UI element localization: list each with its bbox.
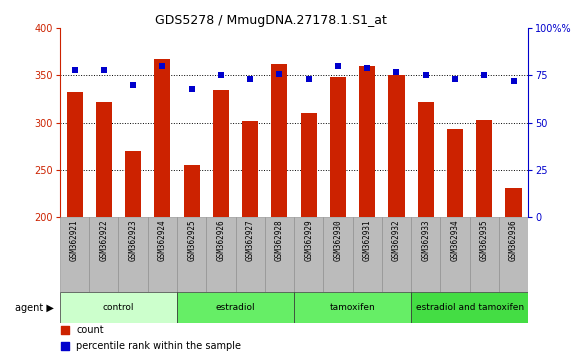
Bar: [148, 217, 177, 292]
Bar: [301, 113, 317, 217]
Bar: [470, 217, 499, 292]
Bar: [265, 217, 294, 292]
Point: [99, 67, 108, 73]
Point: [304, 76, 313, 82]
Text: GSM362926: GSM362926: [216, 219, 226, 261]
Bar: [96, 102, 112, 217]
Text: GSM362928: GSM362928: [275, 219, 284, 261]
Bar: [294, 292, 411, 323]
Bar: [411, 217, 440, 292]
Text: GSM362929: GSM362929: [304, 219, 313, 261]
Bar: [382, 217, 411, 292]
Bar: [411, 292, 528, 323]
Bar: [60, 292, 177, 323]
Point: [187, 86, 196, 91]
Text: agent ▶: agent ▶: [15, 303, 54, 313]
Bar: [60, 217, 89, 292]
Text: GSM362933: GSM362933: [421, 219, 431, 261]
Bar: [213, 90, 229, 217]
Point: [128, 82, 138, 88]
Point: [421, 73, 431, 78]
Bar: [353, 217, 382, 292]
Point: [480, 73, 489, 78]
Point: [332, 136, 341, 142]
Bar: [476, 120, 492, 217]
Bar: [89, 217, 119, 292]
Text: percentile rank within the sample: percentile rank within the sample: [77, 341, 242, 352]
Point: [333, 63, 343, 69]
Text: GSM362924: GSM362924: [158, 219, 167, 261]
Point: [392, 69, 401, 74]
Bar: [294, 217, 323, 292]
Point: [158, 63, 167, 69]
Point: [509, 78, 518, 84]
Bar: [447, 129, 463, 217]
Text: GSM362935: GSM362935: [480, 219, 489, 261]
Title: GDS5278 / MmugDNA.27178.1.S1_at: GDS5278 / MmugDNA.27178.1.S1_at: [155, 14, 387, 27]
Text: GSM362936: GSM362936: [509, 219, 518, 261]
Bar: [330, 77, 346, 217]
Text: estradiol: estradiol: [216, 303, 255, 312]
Point: [363, 65, 372, 71]
Text: GSM362927: GSM362927: [246, 219, 255, 261]
Bar: [206, 217, 236, 292]
Bar: [271, 64, 287, 217]
Bar: [505, 188, 521, 217]
Bar: [418, 102, 434, 217]
Bar: [499, 217, 528, 292]
Bar: [359, 66, 375, 217]
Bar: [184, 165, 200, 217]
Bar: [323, 217, 353, 292]
Point: [275, 71, 284, 76]
Point: [216, 73, 226, 78]
Text: GSM362923: GSM362923: [128, 219, 138, 261]
Point: [246, 76, 255, 82]
Text: GSM362925: GSM362925: [187, 219, 196, 261]
Text: GSM362922: GSM362922: [99, 219, 108, 261]
Bar: [177, 292, 294, 323]
Text: estradiol and tamoxifen: estradiol and tamoxifen: [416, 303, 524, 312]
Bar: [154, 59, 170, 217]
Text: GSM362921: GSM362921: [70, 219, 79, 261]
Text: tamoxifen: tamoxifen: [329, 303, 376, 312]
Text: control: control: [103, 303, 134, 312]
Text: GSM362930: GSM362930: [333, 219, 343, 261]
Text: count: count: [77, 325, 104, 335]
Text: GSM362934: GSM362934: [451, 219, 460, 261]
Bar: [388, 75, 404, 217]
Bar: [177, 217, 206, 292]
Bar: [242, 121, 258, 217]
Point: [70, 67, 79, 73]
Bar: [440, 217, 470, 292]
Bar: [236, 217, 265, 292]
Text: GSM362931: GSM362931: [363, 219, 372, 261]
Point: [332, 282, 341, 287]
Bar: [119, 217, 148, 292]
Text: GSM362932: GSM362932: [392, 219, 401, 261]
Point: [451, 76, 460, 82]
Bar: [67, 92, 83, 217]
Bar: [125, 151, 141, 217]
